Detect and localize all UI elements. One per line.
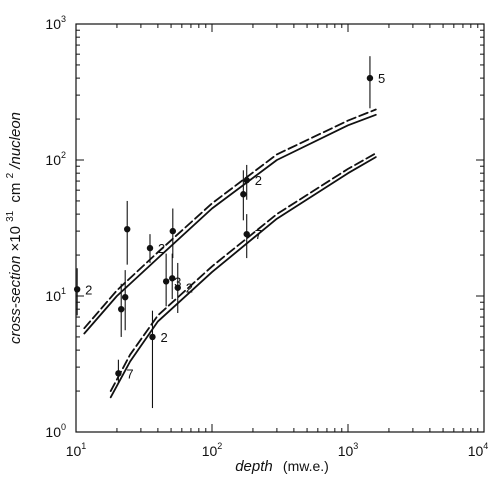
- x-tick-base: 10: [66, 443, 82, 459]
- point-label: 2: [85, 282, 92, 297]
- x-tick-label: 103: [338, 441, 359, 459]
- point-label: 2: [186, 281, 193, 296]
- data-point: [121, 270, 129, 331]
- x-tick-exp: 1: [81, 441, 86, 451]
- point-marker: [174, 284, 181, 291]
- y-axis-label-exp1: 31: [5, 210, 16, 222]
- data-point: [169, 208, 177, 259]
- y-tick-exp: 1: [61, 286, 66, 296]
- axis-ticks: [75, 23, 485, 433]
- y-axis-label: cross-section ×10 31 cm 2 /nucleon: [0, 112, 24, 344]
- point-marker: [162, 278, 170, 285]
- y-tick-base: 10: [45, 152, 61, 168]
- point-marker: [169, 275, 176, 282]
- curves: [83, 108, 377, 399]
- point-marker: [115, 370, 122, 377]
- point-marker: [73, 286, 81, 293]
- y-tick-exp: 0: [61, 422, 66, 432]
- point-label: 2: [160, 330, 167, 345]
- point-label: 7: [126, 366, 133, 381]
- point-marker: [169, 227, 177, 235]
- x-tick-base: 10: [202, 443, 218, 459]
- y-tick-label: 101: [45, 286, 66, 304]
- x-tick-label: 104: [468, 441, 489, 459]
- point-marker: [243, 177, 250, 184]
- x-tick-exp: 2: [217, 441, 222, 451]
- point-marker: [121, 293, 129, 301]
- data-point: [169, 253, 176, 300]
- x-axis-unit: (mw.e.): [283, 458, 329, 474]
- data-point: 7: [115, 359, 134, 383]
- y-axis-label-text: cross-section: [7, 256, 24, 344]
- point-marker: [149, 333, 156, 341]
- y-axis-label-mult: ×10: [7, 226, 24, 251]
- x-tick-label: 101: [66, 441, 87, 459]
- point-marker: [240, 191, 247, 198]
- curve-lower-solid: [109, 156, 377, 399]
- y-tick-base: 10: [45, 288, 61, 304]
- data-point: [118, 283, 125, 337]
- point-label: 2: [158, 241, 165, 256]
- curve-lower-dashed: [109, 152, 377, 392]
- data-points: 272232275: [73, 56, 385, 409]
- y-tick-label: 102: [45, 150, 66, 168]
- x-tick-base: 10: [338, 443, 354, 459]
- data-point: 2: [243, 164, 262, 200]
- y-tick-label: 103: [45, 14, 66, 32]
- x-axis-label: depth (mw.e.): [235, 458, 329, 475]
- y-axis-label-per-nucleon: /nucleon: [7, 112, 24, 170]
- x-tick-labels: 101 102 103 104: [66, 441, 489, 459]
- y-tick-exp: 2: [61, 150, 66, 160]
- y-tick-base: 10: [45, 424, 61, 440]
- x-axis-label-text: depth: [235, 458, 273, 475]
- curve-upper-dashed: [83, 108, 377, 330]
- point-label: 5: [378, 71, 385, 86]
- curve-upper-solid: [83, 113, 377, 335]
- y-tick-label: 100: [45, 422, 66, 440]
- point-label: 7: [255, 227, 262, 242]
- data-point: 7: [243, 214, 262, 259]
- point-marker: [243, 230, 250, 238]
- data-point: 2: [149, 310, 168, 409]
- data-point: 2: [146, 234, 165, 263]
- x-tick-exp: 3: [353, 441, 358, 451]
- y-tick-base: 10: [45, 16, 61, 32]
- plot-frame: [75, 23, 485, 433]
- data-point: [240, 170, 247, 221]
- data-point: 2: [73, 268, 92, 316]
- point-label: 2: [255, 173, 262, 188]
- x-tick-label: 102: [202, 441, 223, 459]
- x-tick-base: 10: [468, 443, 484, 459]
- point-marker: [124, 225, 131, 233]
- data-point: [124, 200, 131, 265]
- data-point: 2: [174, 262, 193, 313]
- x-tick-exp: 4: [483, 441, 488, 451]
- point-marker: [118, 305, 125, 313]
- y-tick-exp: 3: [61, 14, 66, 24]
- point-marker: [366, 74, 374, 82]
- point-marker: [146, 244, 154, 252]
- y-axis-label-unit: cm: [7, 183, 24, 203]
- y-axis-label-exp2: 2: [5, 172, 16, 178]
- data-point: 5: [366, 56, 385, 109]
